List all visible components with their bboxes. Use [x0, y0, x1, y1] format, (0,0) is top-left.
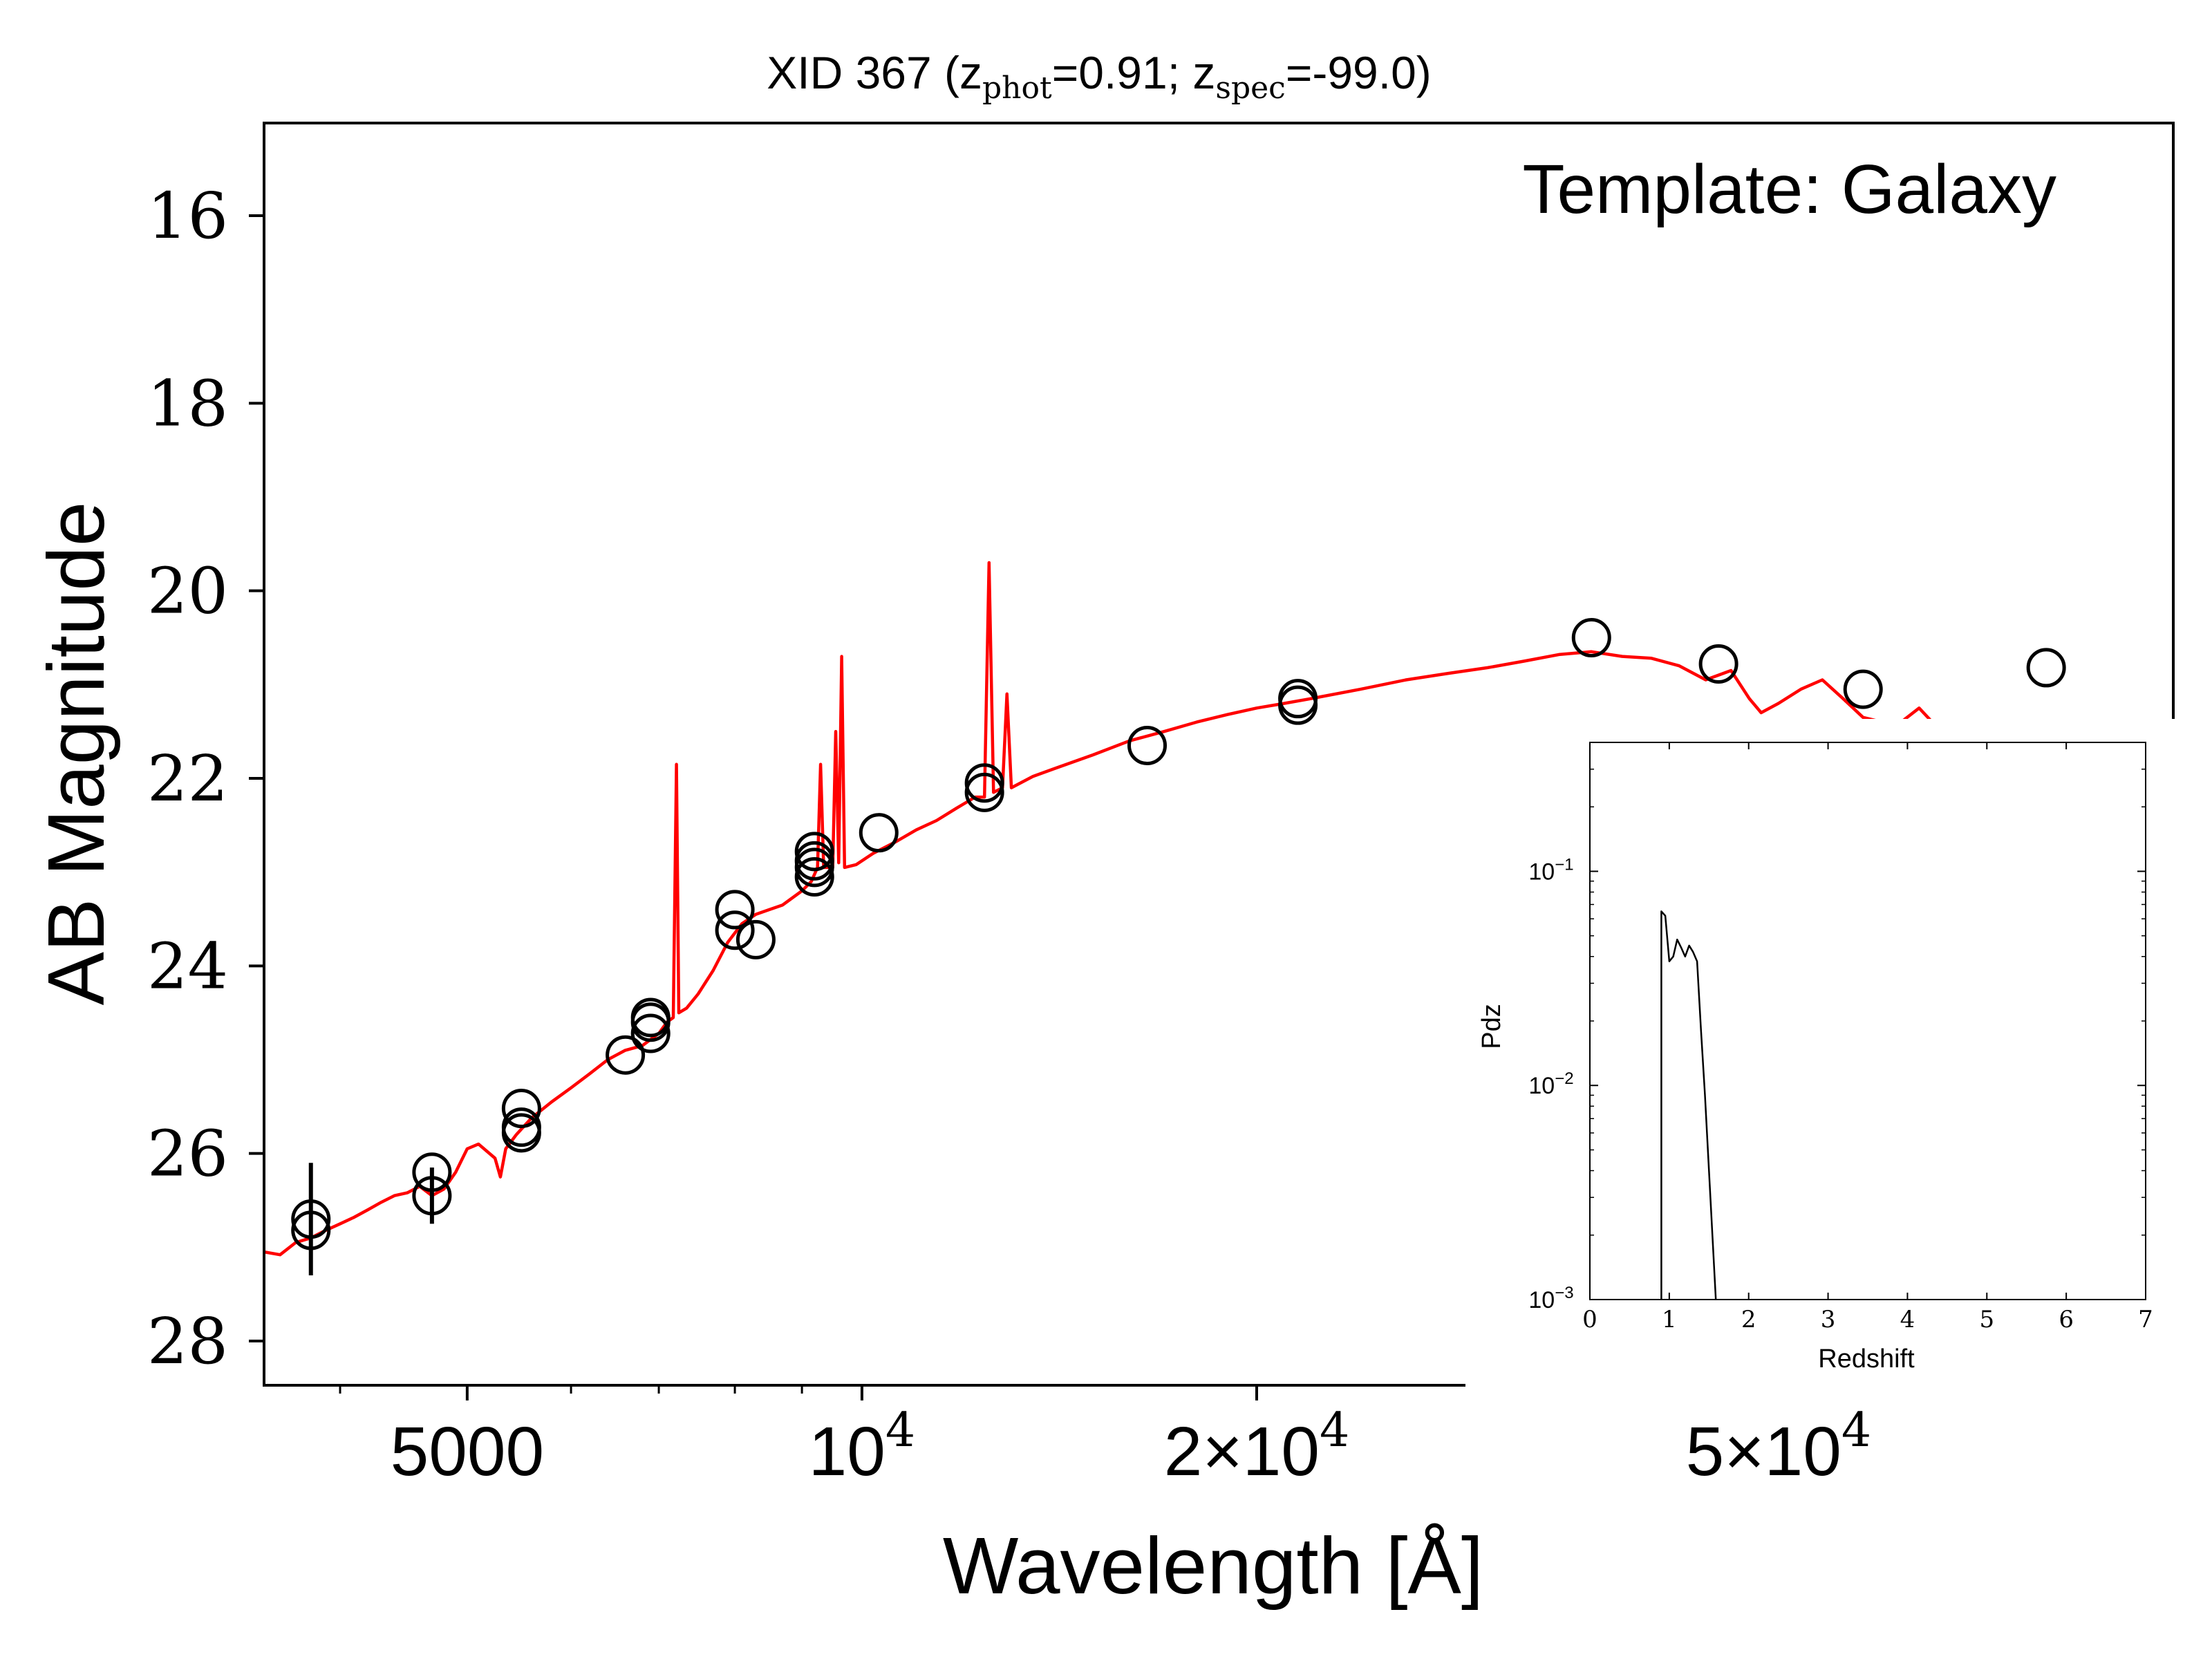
photometry-point [606, 1035, 646, 1075]
inset-background [1465, 719, 2212, 1410]
inset-x-axis-label: Redshift [1818, 1344, 1915, 1374]
y-axis-ticks: 16 18 20 22 24 26 28 [147, 179, 264, 1378]
inset-x-tick-label: 6 [2059, 1306, 2074, 1333]
y-axis-label: AB Magnitude [31, 502, 121, 1006]
x-tick-label: 5×104 [1686, 1403, 1872, 1490]
photometry-point [794, 832, 834, 872]
photometry-point [964, 763, 1004, 803]
photometry-point [630, 1002, 671, 1042]
inset-x-tick-label: 4 [1900, 1306, 1915, 1333]
y-tick-label: 20 [147, 554, 228, 628]
x-tick-label: 5000 [391, 1413, 544, 1490]
redshift-pdz-inset: 0 1 2 3 4 5 6 7 10−1 10−2 10−3 Redshift Pdz [1465, 719, 2212, 1410]
inset-frame [1589, 742, 2146, 1300]
pdz-line [1660, 910, 1717, 1300]
inset-x-tick-label: 0 [1582, 1306, 1597, 1333]
photometry-point [715, 890, 755, 930]
template-annotation: Template: Galaxy [1522, 151, 2056, 228]
photometry-point [501, 1089, 541, 1129]
x-tick-label: 2×104 [1164, 1403, 1350, 1490]
photometry-point [1127, 726, 1168, 766]
inset-x-tick-label: 3 [1821, 1306, 1836, 1333]
photometry-point [715, 910, 755, 950]
inset-x-tick-label: 2 [1741, 1306, 1756, 1333]
photometry-point [1843, 669, 1883, 709]
model-sed-line [264, 561, 2173, 1257]
photometry-point [794, 856, 834, 897]
inset-y-tick-label: 10−3 [1528, 1284, 1573, 1313]
photometry-point [735, 919, 776, 959]
inset-x-tick-label: 1 [1662, 1306, 1677, 1333]
y-tick-label: 28 [147, 1304, 228, 1378]
photometry-point [859, 813, 899, 853]
inset-y-tick-label: 10−1 [1528, 855, 1573, 885]
inset-x-tick-label: 7 [2138, 1306, 2153, 1333]
photometry-point [412, 1176, 452, 1216]
photometry-point [1278, 685, 1318, 725]
photometry-point [794, 847, 834, 888]
inset-y-axis-label: Pdz [1477, 1004, 1506, 1049]
inset-x-ticks: 0 1 2 3 4 5 6 7 [1582, 742, 2153, 1333]
inset-y-tick-label: 10−2 [1528, 1069, 1573, 1099]
y-tick-label: 16 [147, 179, 228, 253]
x-axis-label: Wavelength [Å] [943, 1521, 1483, 1611]
photometry-point [501, 1113, 541, 1153]
y-tick-label: 26 [147, 1117, 228, 1191]
photometry-point [1571, 618, 1611, 657]
y-tick-label: 18 [147, 366, 228, 440]
photometry-point [630, 1013, 671, 1053]
photometry-point [2026, 648, 2066, 688]
x-tick-label: 104 [809, 1403, 916, 1490]
inset-y-ticks: 10−1 10−2 10−3 [1528, 742, 2146, 1313]
photometry-point [291, 1210, 331, 1250]
photometry-point [1698, 644, 1738, 684]
photometry-point [964, 772, 1004, 812]
photometry-points [291, 618, 2066, 1276]
y-tick-label: 22 [147, 742, 228, 816]
x-axis-ticks: 5000 104 2×104 5×104 [391, 1385, 1872, 1490]
y-tick-label: 24 [147, 929, 228, 1003]
chart-title: XID 367 (zphot=0.91; zspec=-99.0) [767, 47, 1432, 106]
inset-x-tick-label: 5 [1979, 1306, 1994, 1333]
photometry-point [291, 1199, 331, 1239]
